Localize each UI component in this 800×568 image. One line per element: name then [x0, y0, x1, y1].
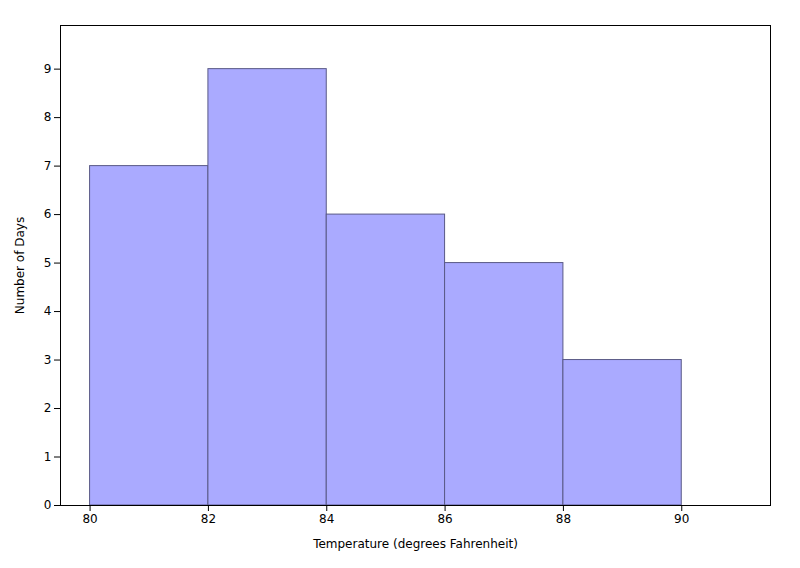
svg-text:84: 84: [319, 512, 334, 526]
svg-text:1: 1: [44, 450, 52, 464]
svg-text:Number of Days: Number of Days: [13, 217, 27, 314]
svg-text:7: 7: [44, 159, 52, 173]
svg-text:4: 4: [44, 304, 52, 318]
svg-text:8: 8: [44, 110, 52, 124]
svg-text:0: 0: [44, 498, 52, 512]
svg-text:Temperature (degrees Fahrenhei: Temperature (degrees Fahrenheit): [312, 537, 518, 551]
svg-text:82: 82: [201, 512, 216, 526]
svg-text:6: 6: [44, 207, 52, 221]
svg-text:5: 5: [44, 256, 52, 270]
svg-text:9: 9: [44, 62, 52, 76]
svg-text:80: 80: [82, 512, 97, 526]
svg-text:3: 3: [44, 353, 52, 367]
svg-text:86: 86: [437, 512, 452, 526]
svg-text:88: 88: [556, 512, 571, 526]
svg-text:90: 90: [674, 512, 689, 526]
svg-text:2: 2: [44, 401, 52, 415]
